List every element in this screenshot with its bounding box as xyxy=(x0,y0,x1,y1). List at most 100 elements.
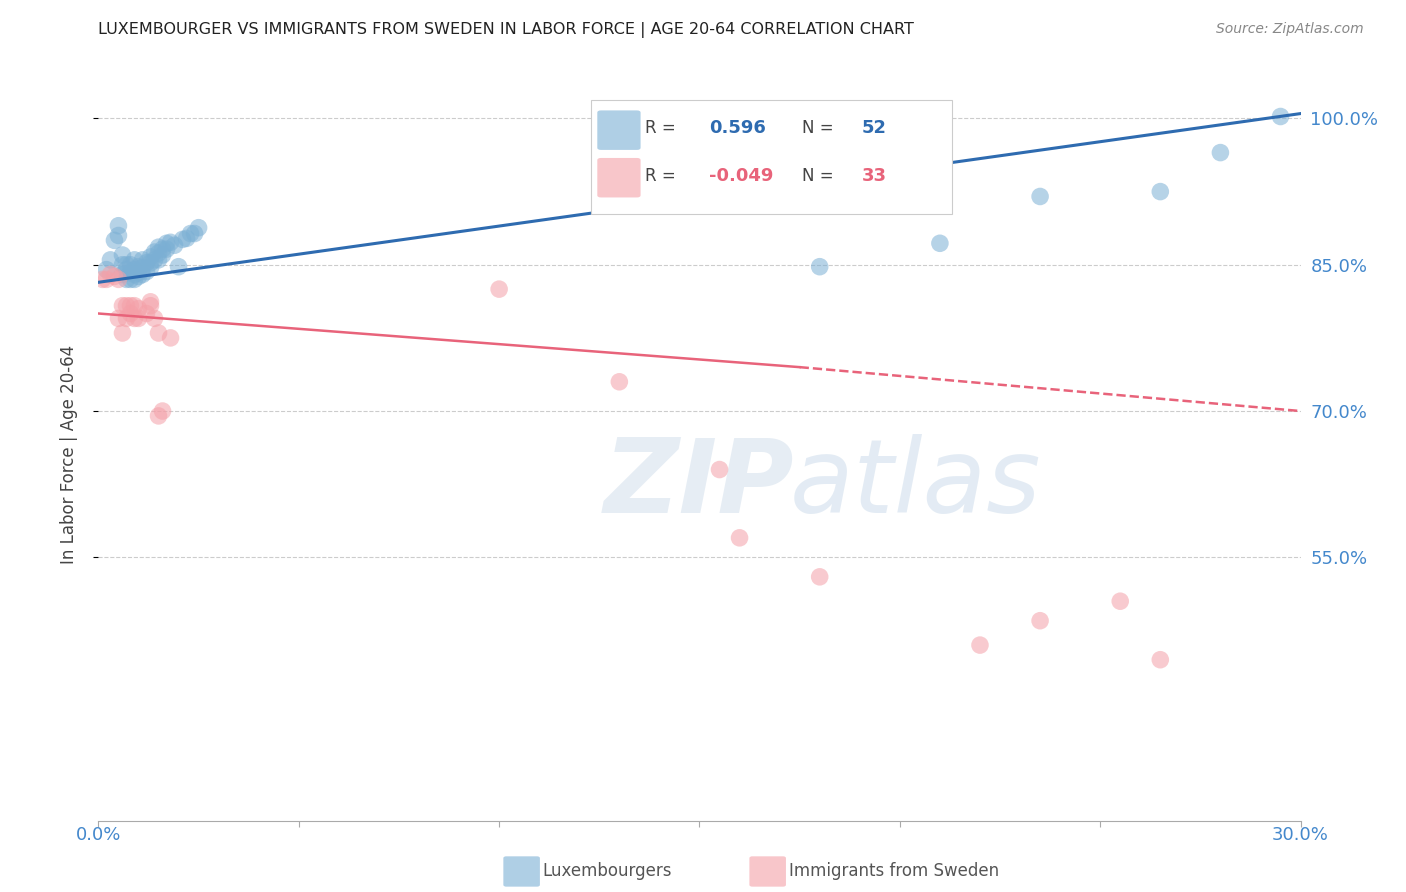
Point xyxy=(124,262,146,277)
Point xyxy=(115,311,138,326)
Point xyxy=(111,326,134,340)
Point xyxy=(131,268,153,282)
Text: ZIP: ZIP xyxy=(603,434,794,534)
Point xyxy=(124,252,146,267)
FancyBboxPatch shape xyxy=(598,111,641,150)
Text: R =: R = xyxy=(645,119,676,137)
Point xyxy=(115,299,138,313)
Text: R =: R = xyxy=(645,167,676,185)
Point xyxy=(128,266,150,280)
Point xyxy=(152,242,174,256)
Point xyxy=(143,252,166,267)
Point xyxy=(1029,614,1052,628)
Point xyxy=(488,282,510,296)
Point xyxy=(131,260,153,275)
Point xyxy=(135,306,157,320)
Point xyxy=(180,227,202,241)
Point xyxy=(155,242,177,256)
Text: 33: 33 xyxy=(862,167,887,185)
Text: Immigrants from Sweden: Immigrants from Sweden xyxy=(789,863,998,880)
Point xyxy=(709,462,731,476)
Point xyxy=(808,570,831,584)
Point xyxy=(115,272,138,286)
Point xyxy=(91,272,114,286)
Point xyxy=(111,258,134,272)
Point xyxy=(111,248,134,262)
Point xyxy=(124,311,146,326)
Text: 0.0%: 0.0% xyxy=(76,825,121,844)
Text: 30.0%: 30.0% xyxy=(1272,825,1329,844)
Point xyxy=(100,268,122,282)
Point xyxy=(100,252,122,267)
Point xyxy=(167,260,190,274)
Point xyxy=(139,299,162,313)
Point xyxy=(139,250,162,264)
Point xyxy=(1149,653,1171,667)
Point xyxy=(152,248,174,262)
Point xyxy=(183,227,205,241)
Point xyxy=(148,409,170,423)
Point xyxy=(728,531,751,545)
Point xyxy=(128,269,150,284)
Point xyxy=(107,219,129,233)
Text: N =: N = xyxy=(801,167,834,185)
Point xyxy=(969,638,991,652)
Point xyxy=(96,262,118,277)
Point xyxy=(148,240,170,254)
Point xyxy=(120,299,142,313)
Point xyxy=(1209,145,1232,160)
Point xyxy=(107,311,129,326)
Point xyxy=(808,260,831,274)
Point xyxy=(139,260,162,275)
Point xyxy=(929,236,952,251)
Point xyxy=(128,301,150,316)
Point xyxy=(187,220,209,235)
Point xyxy=(609,375,631,389)
Point xyxy=(176,231,198,245)
Point xyxy=(1029,189,1052,203)
Point xyxy=(96,272,118,286)
Point xyxy=(124,299,146,313)
Point xyxy=(120,272,142,286)
Point xyxy=(1270,110,1292,124)
Point xyxy=(1109,594,1132,608)
Point xyxy=(1149,185,1171,199)
Point xyxy=(163,238,186,252)
Text: 0.596: 0.596 xyxy=(709,119,766,137)
Point xyxy=(103,233,125,247)
Point xyxy=(139,256,162,270)
Point xyxy=(148,246,170,260)
Point xyxy=(135,264,157,278)
Point xyxy=(131,252,153,267)
Text: Source: ZipAtlas.com: Source: ZipAtlas.com xyxy=(1216,22,1364,37)
Point xyxy=(128,311,150,326)
Text: LUXEMBOURGER VS IMMIGRANTS FROM SWEDEN IN LABOR FORCE | AGE 20-64 CORRELATION CH: LUXEMBOURGER VS IMMIGRANTS FROM SWEDEN I… xyxy=(98,22,914,38)
FancyBboxPatch shape xyxy=(598,158,641,197)
Text: Luxembourgers: Luxembourgers xyxy=(543,863,672,880)
Point xyxy=(152,404,174,418)
Text: 52: 52 xyxy=(862,119,887,137)
Point xyxy=(124,268,146,282)
Point xyxy=(107,272,129,286)
Point xyxy=(111,268,134,282)
Point xyxy=(115,262,138,277)
Point xyxy=(159,331,181,345)
Text: atlas: atlas xyxy=(790,434,1042,534)
Point xyxy=(120,266,142,280)
Point xyxy=(155,236,177,251)
Point xyxy=(148,326,170,340)
Point xyxy=(159,235,181,250)
Point xyxy=(103,269,125,284)
Point xyxy=(124,272,146,286)
Y-axis label: In Labor Force | Age 20-64: In Labor Force | Age 20-64 xyxy=(59,345,77,565)
Point xyxy=(135,256,157,270)
Point xyxy=(172,232,194,246)
Point xyxy=(139,294,162,309)
Point xyxy=(143,245,166,260)
Point xyxy=(107,228,129,243)
Text: -0.049: -0.049 xyxy=(709,167,773,185)
Point xyxy=(111,299,134,313)
Point xyxy=(115,258,138,272)
Text: N =: N = xyxy=(801,119,834,137)
FancyBboxPatch shape xyxy=(592,100,952,213)
